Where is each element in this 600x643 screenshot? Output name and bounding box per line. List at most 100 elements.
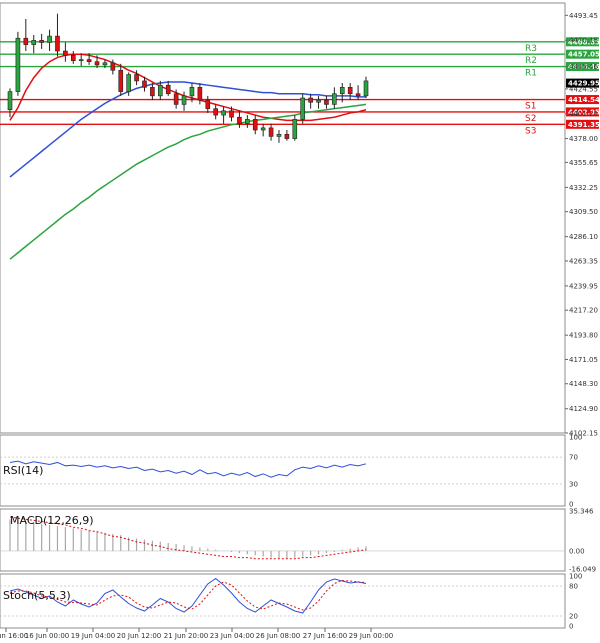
candle-bull: [126, 74, 131, 92]
current-price-tag-bg: [566, 78, 599, 88]
price-axis: 4493.45 4470.15 4445.46 4424.55 4401.25 4378.…: [565, 12, 598, 438]
price-tick-label: 4102.15: [569, 430, 598, 438]
level-price-tag-bg: [566, 107, 599, 117]
ma-line-slow: [9, 103, 367, 260]
price-tags: 4429.95: [566, 78, 600, 88]
rsi-panel-frame: [0, 434, 566, 507]
macd-tick-label: 35.346: [569, 508, 594, 516]
candle-bear: [150, 87, 155, 97]
candle-bear: [142, 80, 147, 88]
candle-bear: [355, 93, 361, 97]
level-name-s1: S1: [525, 102, 536, 112]
stoch-tick-label: 80: [569, 583, 578, 591]
level-name-r1: R1: [525, 69, 537, 79]
ma-line-medium: [9, 81, 366, 178]
candle-bull: [332, 93, 337, 105]
time-tick-label: 20 Jun 12:00: [117, 632, 161, 640]
candle-bear: [39, 40, 44, 43]
price-tick-label: 4378.00: [569, 135, 598, 143]
candle-bear: [165, 84, 171, 95]
time-tick-label: 29 Jun 00:00: [349, 632, 393, 640]
price-tick-label: 4239.95: [569, 282, 598, 290]
rsi-title: RSI(14): [3, 464, 43, 477]
candle-bear: [308, 97, 313, 103]
time-tick-label: 23 Jun 04:00: [210, 632, 254, 640]
macd-signal-line: [9, 516, 367, 560]
candle-bear: [55, 35, 60, 52]
macd-tick-label: -16.049: [569, 566, 596, 574]
rsi-panel: 100 70 30 0 RSI(14): [0, 434, 582, 509]
candle-bull: [300, 97, 306, 120]
candle-bear: [205, 99, 211, 109]
level-name-r3: R3: [525, 44, 537, 54]
candle-bull: [316, 99, 321, 103]
rsi-line: [9, 460, 367, 478]
candle-bear: [63, 50, 68, 56]
price-tick-label: 4171.05: [569, 356, 598, 364]
candle-bull: [276, 133, 282, 137]
candle-bear: [268, 127, 274, 137]
candle-bear: [134, 74, 139, 82]
stoch-tick-label: 0: [569, 623, 573, 631]
candle-bear: [284, 133, 290, 139]
macd-panel: 35.346 0.00 -16.049 MACD(12,26,9): [0, 508, 596, 574]
price-tick-label: 4217.20: [569, 307, 598, 315]
level-price-tag-bg: [566, 119, 599, 129]
candle-bull: [260, 127, 266, 131]
candle-bear: [213, 108, 218, 116]
stoch-tick-label: 100: [569, 573, 582, 581]
level-price-tag: 4445.46: [568, 63, 600, 71]
candle-bear: [347, 87, 353, 95]
stoch-d-line: [9, 579, 367, 611]
stochastic-panel: 100 80 20 0 Stoch(5,5,3): [0, 573, 582, 631]
rsi-tick-label: 70: [569, 454, 578, 462]
level-name-r2: R2: [525, 56, 537, 66]
level-price-tag-bg: [566, 49, 599, 59]
price-tick-label: 4263.35: [569, 257, 598, 265]
level-price-tag: 4457.05: [568, 51, 600, 59]
level-price-tag-bg: [566, 37, 599, 47]
price-panel-frame: [0, 2, 566, 434]
time-tick-label: 21 Jun 20:00: [164, 632, 208, 640]
time-tick-label: 16 Jun 00:00: [25, 632, 69, 640]
price-tick-label: 4424.55: [569, 85, 598, 93]
stoch-panel-frame: [0, 573, 566, 629]
price-tick-label: 4309.50: [569, 208, 598, 216]
candle-bull: [78, 59, 84, 61]
level-price-tag-bg: [566, 62, 599, 72]
candlesticks: [7, 13, 369, 143]
candle-bear: [173, 93, 179, 105]
price-tick-label: 4148.30: [569, 380, 598, 388]
time-tick-label: 26 Jun 08:00: [256, 632, 300, 640]
macd-panel-frame: [0, 508, 566, 572]
level-name-s2: S2: [525, 114, 536, 124]
candle-bull: [245, 119, 250, 124]
stoch-k-line: [9, 577, 367, 614]
time-tick-label: 27 Jun 16:00: [303, 632, 347, 640]
level-price-tag: 4414.54: [568, 96, 600, 104]
level-price-tag-bg: [566, 95, 599, 105]
macd-title: MACD(12,26,9): [10, 514, 94, 527]
candle-bull: [181, 95, 187, 105]
candle-bear: [86, 59, 92, 63]
candle-bull: [189, 87, 195, 97]
candle-bear: [94, 61, 100, 66]
candle-bull: [363, 80, 369, 97]
price-tick-label: 4286.10: [569, 233, 598, 241]
candle-bear: [324, 99, 329, 105]
candle-bull: [339, 87, 345, 95]
rsi-tick-label: 0: [569, 501, 573, 509]
current-price-tag: 4429.95: [568, 80, 600, 88]
candle-bull: [7, 91, 13, 111]
price-tick-label: 4493.45: [569, 12, 598, 20]
candle-bear: [70, 55, 76, 61]
level-price-tag: 4402.95: [568, 108, 600, 116]
time-tick-label: 19 Jun 04:00: [71, 632, 115, 640]
moving-averages: [9, 53, 367, 260]
candle-bear: [237, 116, 242, 124]
candle-bull: [292, 119, 298, 139]
price-tick-label: 4401.25: [569, 110, 598, 118]
candle-bull: [15, 37, 21, 92]
